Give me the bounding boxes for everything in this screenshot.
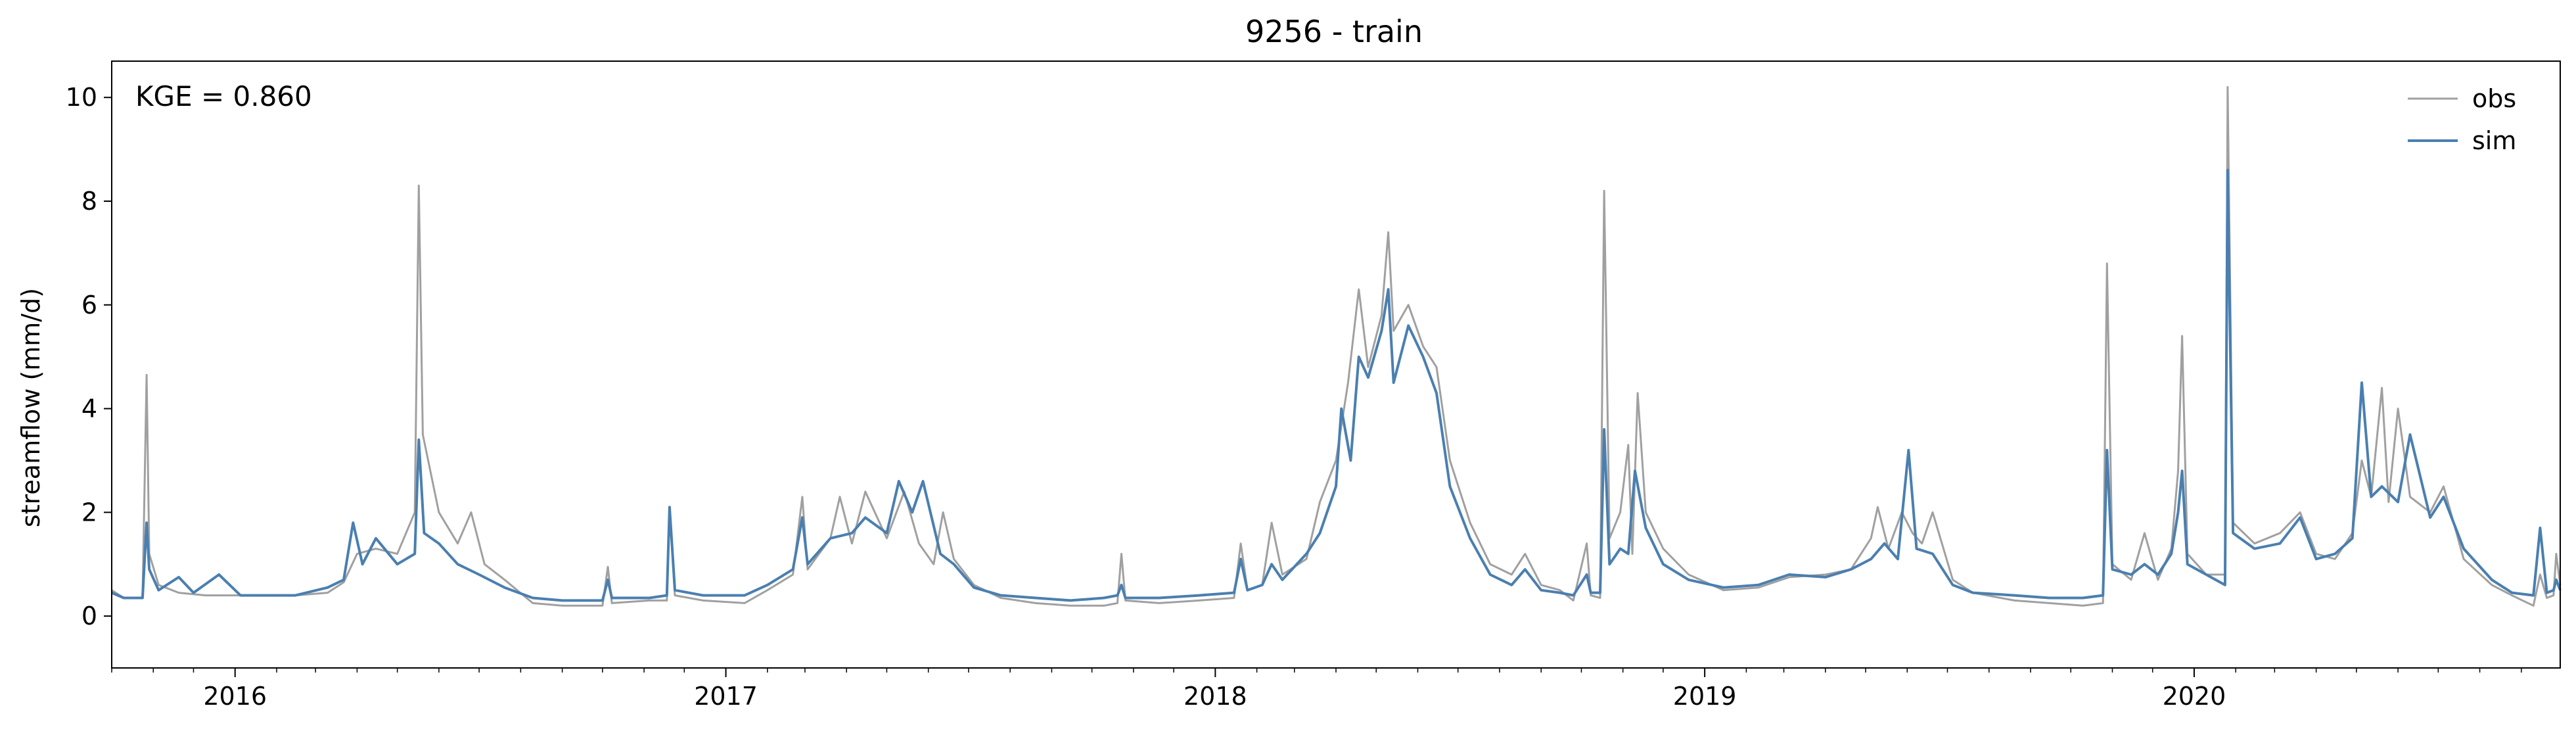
x-tick-label-2019: 2019 [1673, 682, 1737, 711]
x-tick-label-2018: 2018 [1184, 682, 1247, 711]
y-axis-label: streamflow (mm/d) [16, 288, 45, 527]
x-tick-label-2020: 2020 [2163, 682, 2226, 711]
kge-annotation: KGE = 0.860 [135, 80, 312, 112]
y-tick-label-10: 10 [66, 83, 97, 112]
y-tick-label-6: 6 [81, 291, 97, 320]
y-tick-label-4: 4 [81, 394, 97, 423]
y-tick-label-8: 8 [81, 187, 97, 216]
series-line-sim [111, 168, 2562, 602]
x-tick-label-2017: 2017 [694, 682, 758, 711]
legend-label-sim: sim [2472, 126, 2516, 155]
x-tick-label-2016: 2016 [203, 682, 267, 711]
y-tick-label-0: 0 [81, 602, 97, 630]
y-tick-label-2: 2 [81, 498, 97, 527]
chart-title: 9256 - train [1245, 14, 1423, 49]
legend-label-obs: obs [2472, 84, 2516, 113]
plot-area: 0 2 4 6 8 10 2016 2017 2018 2019 2020 obs sim [66, 60, 2562, 711]
